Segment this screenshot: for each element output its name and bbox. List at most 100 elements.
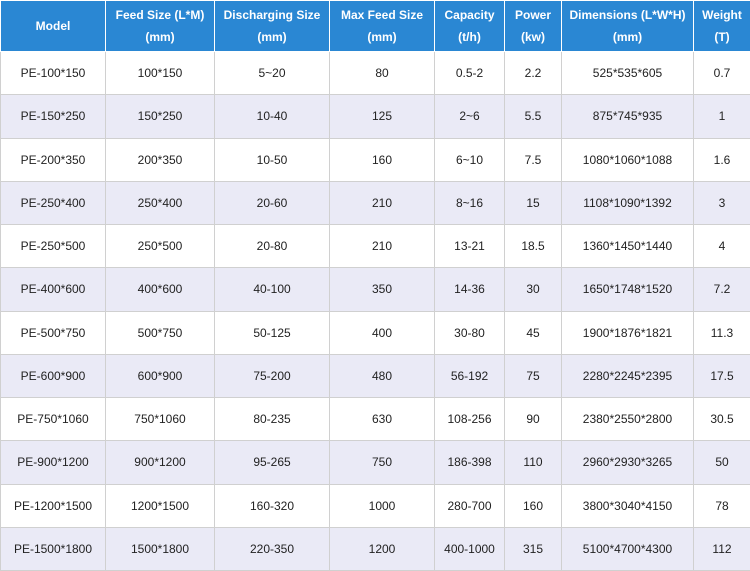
cell-feed-size: 250*400 — [105, 180, 215, 226]
column-header-title: Capacity — [444, 8, 495, 22]
table-row: PE-100*150 100*150 5~20 80 0.5-2 2.2 525*535*6… — [0, 50, 750, 96]
cell-weight: 0.7 — [693, 50, 750, 96]
cell-power: 2.2 — [504, 50, 562, 96]
column-header-unit: (T) — [714, 30, 730, 44]
cell-dimensions: 1108*1090*1392 — [561, 180, 694, 226]
cell-weight: 3 — [693, 180, 750, 226]
cell-feed-size: 400*600 — [105, 267, 215, 312]
cell-power: 315 — [504, 526, 562, 571]
column-header-unit: (mm) — [612, 30, 643, 44]
table-row: PE-150*250 150*250 10-40 125 2~6 5.5 875*745*9… — [0, 94, 750, 139]
cell-capacity: 6~10 — [434, 137, 505, 182]
cell-discharging-size: 20-80 — [214, 223, 330, 269]
table-row: PE-1500*1800 1500*1800 220-350 1200 400-1000… — [0, 526, 750, 571]
cell-dimensions: 2280*2245*2395 — [561, 353, 694, 399]
cell-capacity: 13-21 — [434, 223, 505, 269]
column-header-title: Power — [514, 8, 551, 22]
cell-dimensions: 2380*2550*2800 — [561, 396, 694, 442]
cell-discharging-size: 10-50 — [214, 137, 330, 182]
cell-model: PE-500*750 — [0, 310, 106, 355]
cell-model: PE-250*500 — [0, 223, 106, 269]
cell-discharging-size: 160-320 — [214, 483, 330, 528]
table-header: Model Feed Size (L*M) (mm) Discharging Size… — [0, 0, 750, 52]
cell-discharging-size: 10-40 — [214, 94, 330, 139]
cell-model: PE-250*400 — [0, 180, 106, 226]
column-header-unit: (mm) — [367, 30, 397, 44]
cell-discharging-size: 20-60 — [214, 180, 330, 226]
column-header-discharging-size: Discharging Size (mm) — [214, 0, 330, 52]
cell-dimensions: 1360*1450*1440 — [561, 223, 694, 269]
cell-weight: 4 — [693, 223, 750, 269]
cell-max-feed-size: 400 — [329, 310, 435, 355]
column-header-unit: (mm) — [257, 30, 287, 44]
cell-capacity: 108-256 — [434, 396, 505, 442]
cell-power: 7.5 — [504, 137, 562, 182]
header-row: Model Feed Size (L*M) (mm) Discharging Size… — [0, 0, 750, 52]
cell-model: PE-600*900 — [0, 353, 106, 399]
cell-feed-size: 1500*1800 — [105, 526, 215, 571]
cell-model: PE-100*150 — [0, 50, 106, 96]
cell-max-feed-size: 350 — [329, 267, 435, 312]
table-body: PE-100*150 100*150 5~20 80 0.5-2 2.2 525*535*6… — [0, 50, 750, 571]
column-header-weight: Weight (T) — [693, 0, 750, 52]
cell-dimensions: 3800*3040*4150 — [561, 483, 694, 528]
column-header-feed-size: Feed Size (L*M) (mm) — [105, 0, 215, 52]
cell-discharging-size: 50-125 — [214, 310, 330, 355]
column-header-unit: (kw) — [521, 30, 545, 44]
cell-feed-size: 600*900 — [105, 353, 215, 399]
cell-power: 15 — [504, 180, 562, 226]
column-header-title: Discharging Size — [223, 8, 321, 22]
cell-feed-size: 150*250 — [105, 94, 215, 139]
table-row: PE-1200*1500 1200*1500 160-320 1000 280-700 1… — [0, 483, 750, 528]
column-header-model: Model — [0, 0, 106, 52]
column-header-title: Dimensions (L*W*H) — [569, 8, 686, 22]
cell-model: PE-400*600 — [0, 267, 106, 312]
table-row: PE-900*1200 900*1200 95-265 750 186-398 110 29… — [0, 440, 750, 485]
cell-capacity: 14-36 — [434, 267, 505, 312]
column-header-capacity: Capacity (t/h) — [434, 0, 505, 52]
cell-weight: 78 — [693, 483, 750, 528]
cell-weight: 7.2 — [693, 267, 750, 312]
cell-discharging-size: 5~20 — [214, 50, 330, 96]
cell-capacity: 2~6 — [434, 94, 505, 139]
table-row: PE-500*750 500*750 50-125 400 30-80 45 1900*18… — [0, 310, 750, 355]
cell-max-feed-size: 1200 — [329, 526, 435, 571]
cell-capacity: 186-398 — [434, 440, 505, 485]
cell-weight: 1.6 — [693, 137, 750, 182]
cell-max-feed-size: 630 — [329, 396, 435, 442]
cell-feed-size: 750*1060 — [105, 396, 215, 442]
column-header-unit: (t/h) — [458, 30, 481, 44]
cell-capacity: 8~16 — [434, 180, 505, 226]
cell-feed-size: 1200*1500 — [105, 483, 215, 528]
cell-max-feed-size: 1000 — [329, 483, 435, 528]
column-header-unit: (mm) — [145, 30, 175, 44]
cell-weight: 11.3 — [693, 310, 750, 355]
cell-max-feed-size: 750 — [329, 440, 435, 485]
cell-model: PE-1500*1800 — [0, 526, 106, 571]
table-row: PE-750*1060 750*1060 80-235 630 108-256 90 238… — [0, 396, 750, 442]
cell-dimensions: 875*745*935 — [561, 94, 694, 139]
table-row: PE-200*350 200*350 10-50 160 6~10 7.5 1080*106… — [0, 137, 750, 182]
cell-max-feed-size: 210 — [329, 223, 435, 269]
cell-max-feed-size: 210 — [329, 180, 435, 226]
table-row: PE-250*400 250*400 20-60 210 8~16 15 1108*1090… — [0, 180, 750, 226]
cell-feed-size: 250*500 — [105, 223, 215, 269]
cell-model: PE-1200*1500 — [0, 483, 106, 528]
column-header-title: Max Feed Size — [340, 8, 424, 22]
cell-max-feed-size: 480 — [329, 353, 435, 399]
cell-feed-size: 900*1200 — [105, 440, 215, 485]
column-header-title: Feed Size (L*M) — [115, 8, 205, 22]
cell-capacity: 0.5-2 — [434, 50, 505, 96]
cell-dimensions: 525*535*605 — [561, 50, 694, 96]
cell-dimensions: 1080*1060*1088 — [561, 137, 694, 182]
cell-power: 90 — [504, 396, 562, 442]
column-header-title: Model — [35, 19, 71, 33]
cell-model: PE-150*250 — [0, 94, 106, 139]
cell-power: 110 — [504, 440, 562, 485]
cell-capacity: 56-192 — [434, 353, 505, 399]
cell-capacity: 30-80 — [434, 310, 505, 355]
cell-power: 160 — [504, 483, 562, 528]
cell-weight: 30.5 — [693, 396, 750, 442]
cell-feed-size: 200*350 — [105, 137, 215, 182]
